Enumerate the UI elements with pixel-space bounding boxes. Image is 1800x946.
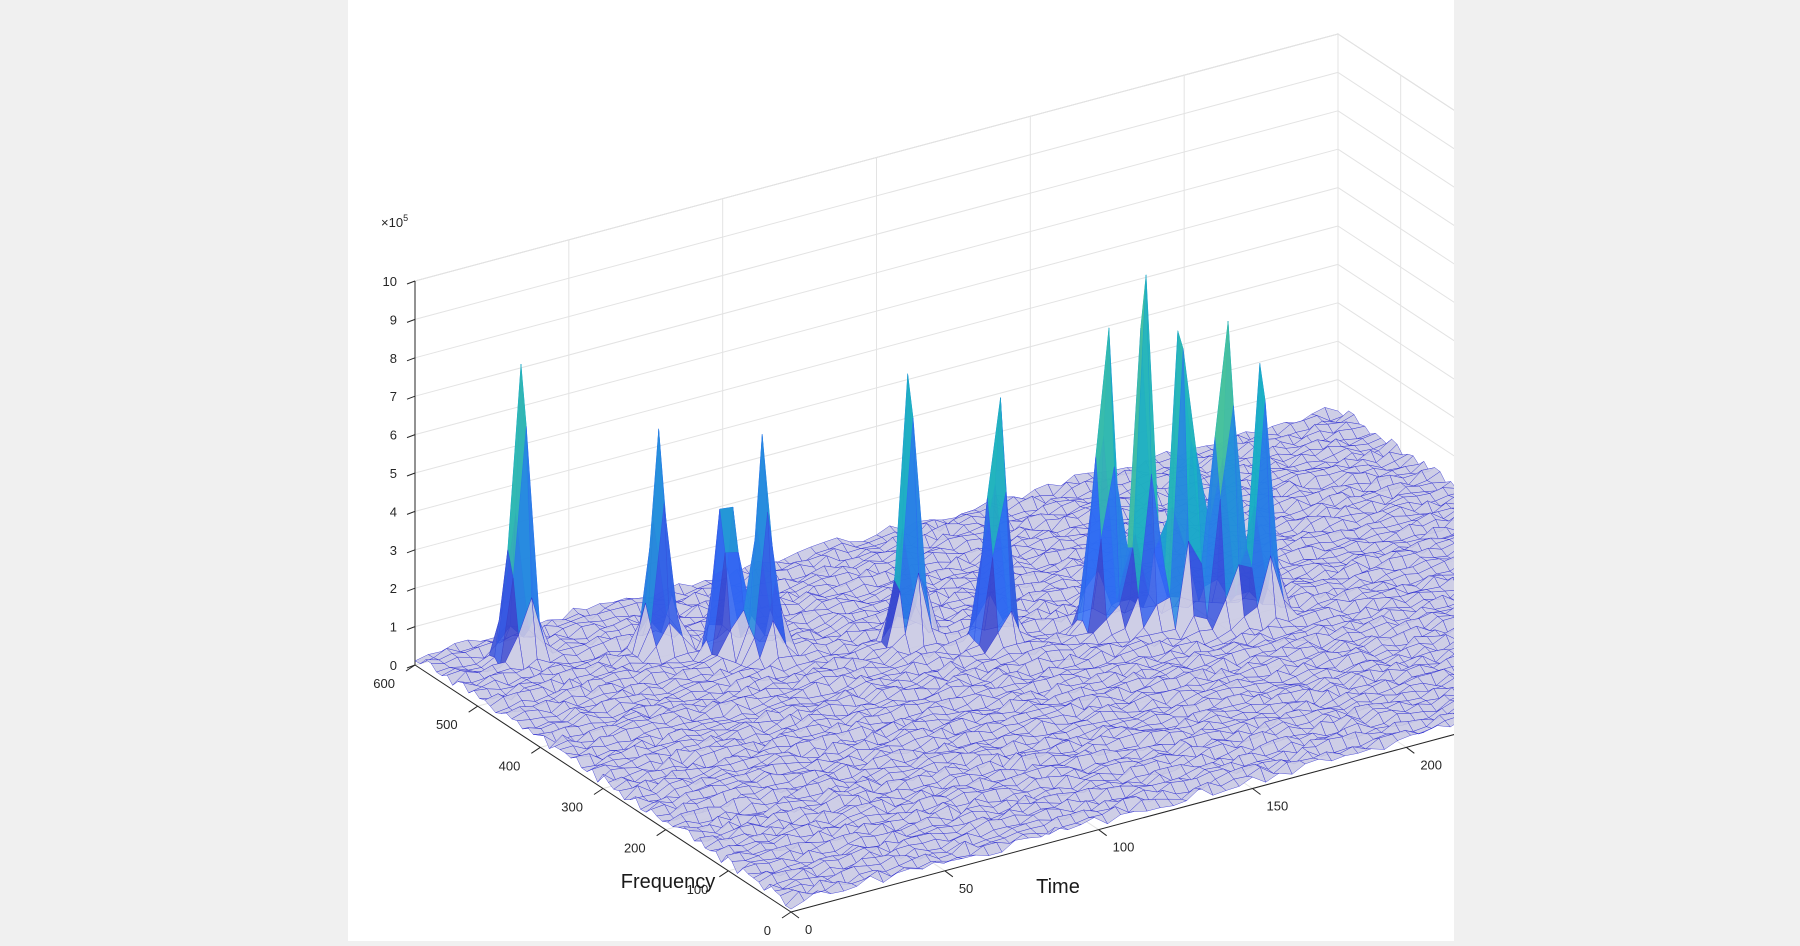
x-tick-mark [945, 871, 953, 877]
figure-window: 0501001502002503000100200300400500600012… [348, 0, 1454, 941]
x-tick-mark [1253, 789, 1261, 795]
z-tick-label: 2 [390, 581, 397, 596]
y-tick-label: 300 [561, 800, 583, 815]
z-tick-label: 0 [390, 658, 397, 673]
y-tick-mark [469, 706, 478, 712]
x-tick-mark [791, 912, 799, 918]
z-tick-mark [407, 511, 415, 514]
surface-plot[interactable]: 0501001502002503000100200300400500600012… [348, 0, 1454, 941]
y-tick-label: 500 [436, 717, 458, 732]
z-tick-mark [407, 627, 415, 630]
x-tick-label: 0 [805, 922, 812, 937]
y-tick-mark [782, 912, 791, 918]
z-tick-label: 3 [390, 543, 397, 558]
x-tick-label: 100 [1113, 840, 1135, 855]
y-tick-label: 0 [764, 923, 771, 938]
z-tick-mark [407, 588, 415, 591]
y-tick-mark [719, 871, 728, 877]
y-tick-label: 200 [624, 841, 646, 856]
x-tick-label: 150 [1267, 799, 1289, 814]
y-tick-mark [531, 747, 540, 753]
z-tick-mark [407, 473, 415, 476]
y-tick-mark [594, 789, 603, 795]
x-tick-label: 200 [1420, 757, 1442, 772]
z-tick-label: 1 [390, 620, 397, 635]
z-tick-label: 4 [390, 504, 397, 519]
x-tick-label: 50 [959, 881, 973, 896]
y-tick-label: 600 [373, 676, 395, 691]
y-tick-label: 400 [499, 758, 521, 773]
y-tick-mark [657, 830, 666, 836]
z-tick-mark [407, 550, 415, 553]
x-tick-mark [1099, 830, 1107, 836]
x-tick-mark [1406, 747, 1414, 753]
